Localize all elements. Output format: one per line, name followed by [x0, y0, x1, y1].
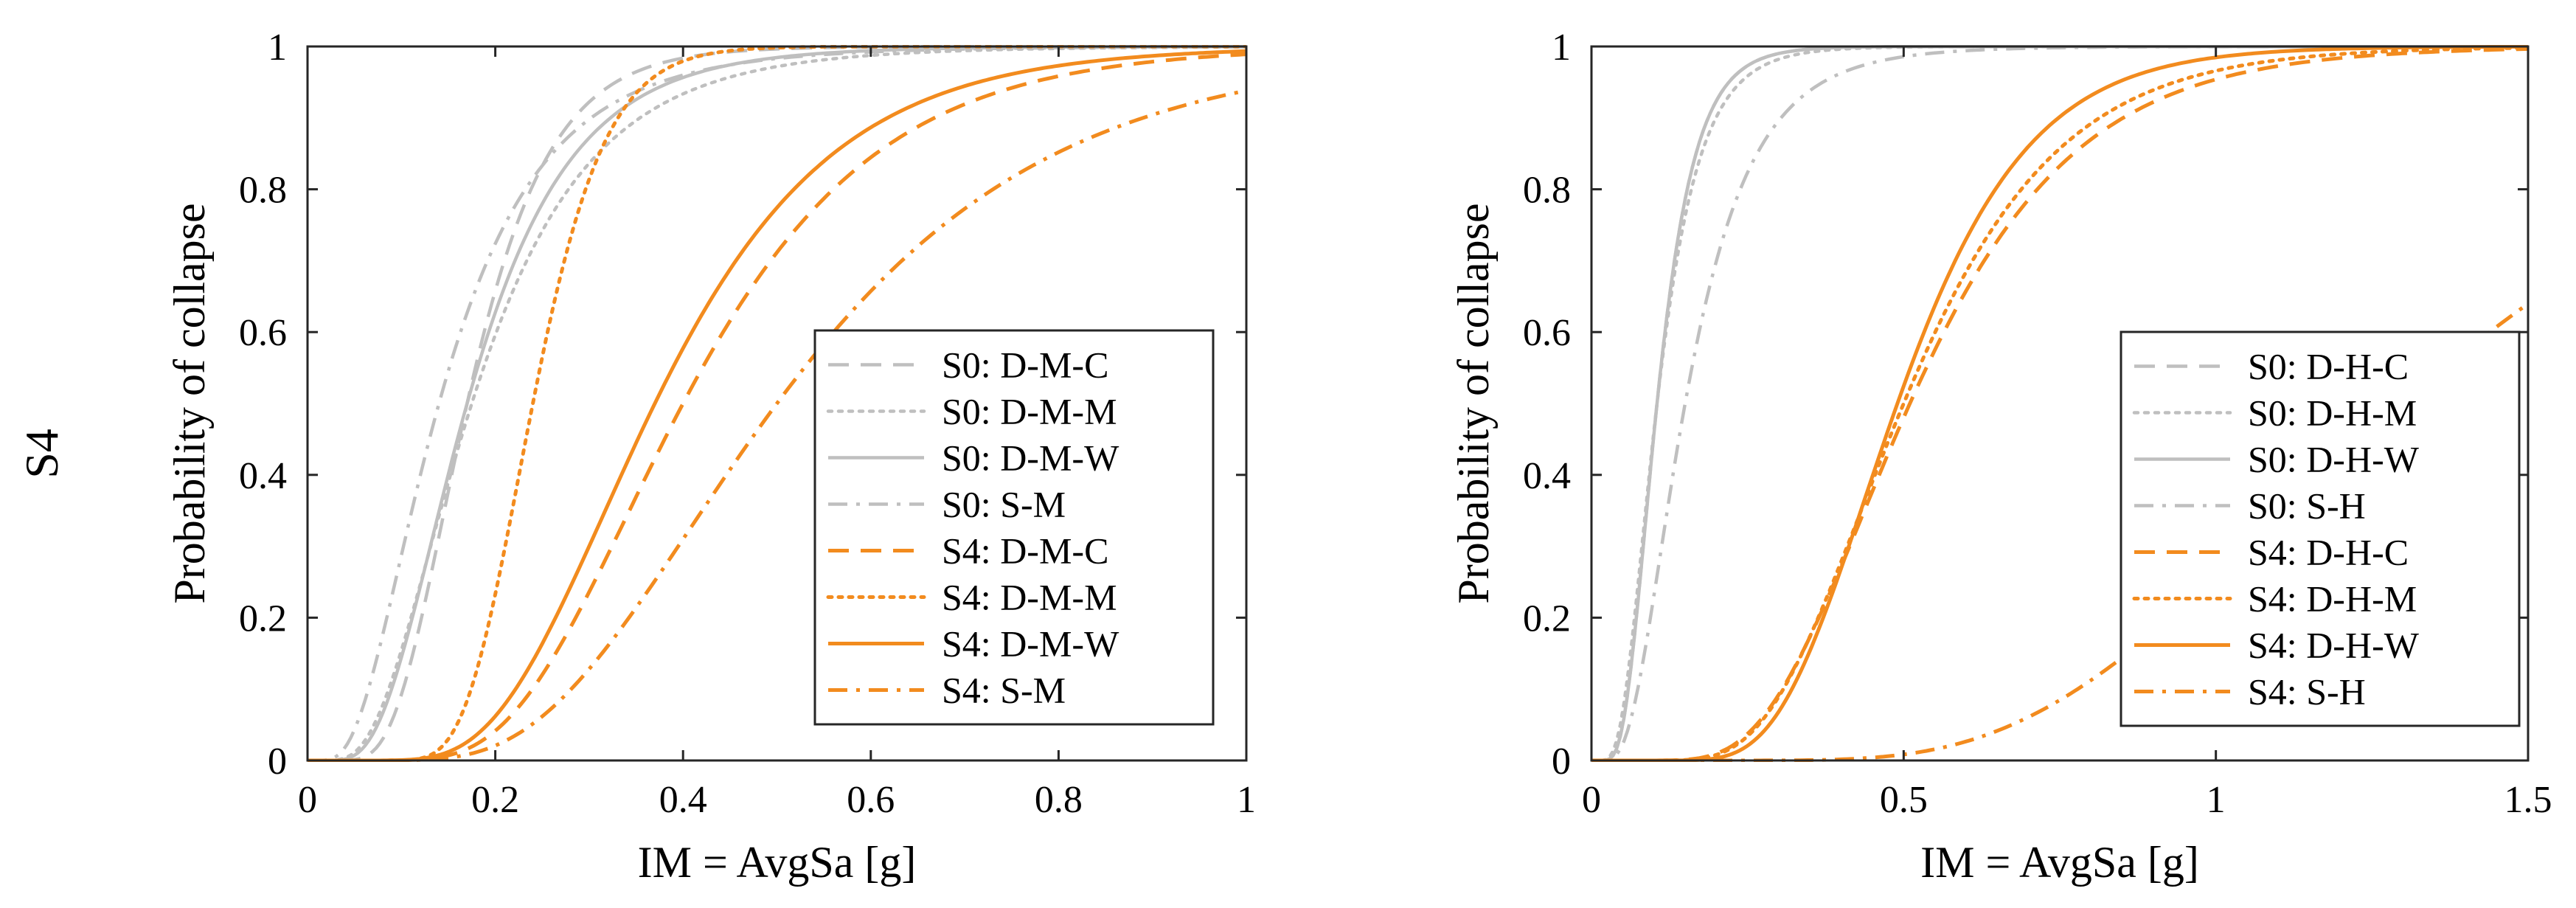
legend-box [813, 329, 1215, 726]
legend-entry: S0: S-M [942, 484, 1066, 525]
series-line-s4-d-m-c [308, 52, 1246, 762]
y-tick-label: 0.8 [239, 170, 287, 212]
legend-entry: S4: D-M-C [942, 530, 1108, 572]
y-tick-label: 0.6 [1523, 312, 1571, 354]
y-tick-label: 0.6 [239, 312, 287, 354]
chart-left: 0 0.2 0.4 0.6 0.8 1 0 0.2 0.4 0.6 0.8 1 IM = AvgSa [… [165, 27, 1256, 887]
series-line-s4-d-h-c [1591, 46, 2528, 762]
legend-entry: S0: D-M-W [942, 437, 1119, 479]
x-tick-label: 0.6 [847, 779, 895, 821]
legend-entry: S0: D-H-C [2248, 346, 2409, 387]
y-tick-label: 0 [268, 741, 287, 783]
series-line-s4-d-m-w [308, 49, 1246, 762]
legend: S0: D-M-C S0: D-M-M S0: D-M-W S0: S-M S4: D-… [813, 329, 1215, 726]
axes-box [1590, 45, 2530, 762]
x-tick-label: 0 [1582, 779, 1601, 821]
legend-entry: S4: D-H-W [2248, 625, 2420, 666]
x-tick-label: 0.2 [471, 779, 519, 821]
legend-entry: S0: D-M-M [942, 391, 1117, 432]
y-axis-label: Probability of collapse [1449, 203, 1498, 603]
legend-entry: S0: D-H-M [2248, 392, 2417, 434]
x-tick-label: 1 [2207, 779, 2226, 821]
y-axis-label: Probability of collapse [165, 203, 214, 603]
legend-entry: S0: D-M-C [942, 344, 1108, 386]
legend-entry: S0: S-H [2248, 485, 2366, 527]
y-tick-label: 0.2 [1523, 597, 1571, 640]
legend-entry: S4: D-M-W [942, 623, 1119, 665]
y-tick-label: 1 [1552, 27, 1571, 69]
legend-entry: S4: S-H [2248, 671, 2366, 713]
series-line-s4-s-m [308, 89, 1246, 762]
x-tick-label: 0.5 [1880, 779, 1928, 821]
x-axis-label: IM = AvgSa [g] [1920, 838, 2199, 887]
series-line-s4-d-h-m [1591, 46, 2528, 762]
legend-entry: S4: S-M [942, 670, 1066, 711]
y-tick-label: 0.2 [239, 597, 287, 640]
legend-box [2120, 330, 2521, 727]
x-axis-label: IM = AvgSa [g] [638, 838, 917, 887]
x-tick-label: 0 [298, 779, 317, 821]
y-tick-label: 0 [1552, 741, 1571, 783]
y-tick-label: 0.4 [1523, 455, 1571, 497]
y-tick-label: 0.8 [1523, 170, 1571, 212]
x-tick-label: 1 [1237, 779, 1256, 821]
axes-box [306, 45, 1248, 762]
y-tick-label: 1 [268, 27, 287, 69]
legend-entry: S4: D-H-M [2248, 578, 2417, 620]
legend: S0: D-H-C S0: D-H-M S0: D-H-W S0: S-H S4: D-… [2120, 330, 2521, 727]
series-line-s4-d-h-w [1591, 45, 2528, 762]
x-tick-label: 0.8 [1035, 779, 1083, 821]
legend-entry: S4: D-M-M [942, 577, 1117, 618]
x-tick-label: 1.5 [2504, 779, 2552, 821]
row-label: S4 [15, 429, 68, 479]
legend-entry: S0: D-H-W [2248, 439, 2420, 480]
legend-entry: S4: D-H-C [2248, 532, 2409, 573]
x-tick-label: 0.4 [659, 779, 707, 821]
y-tick-label: 0.4 [239, 455, 287, 497]
